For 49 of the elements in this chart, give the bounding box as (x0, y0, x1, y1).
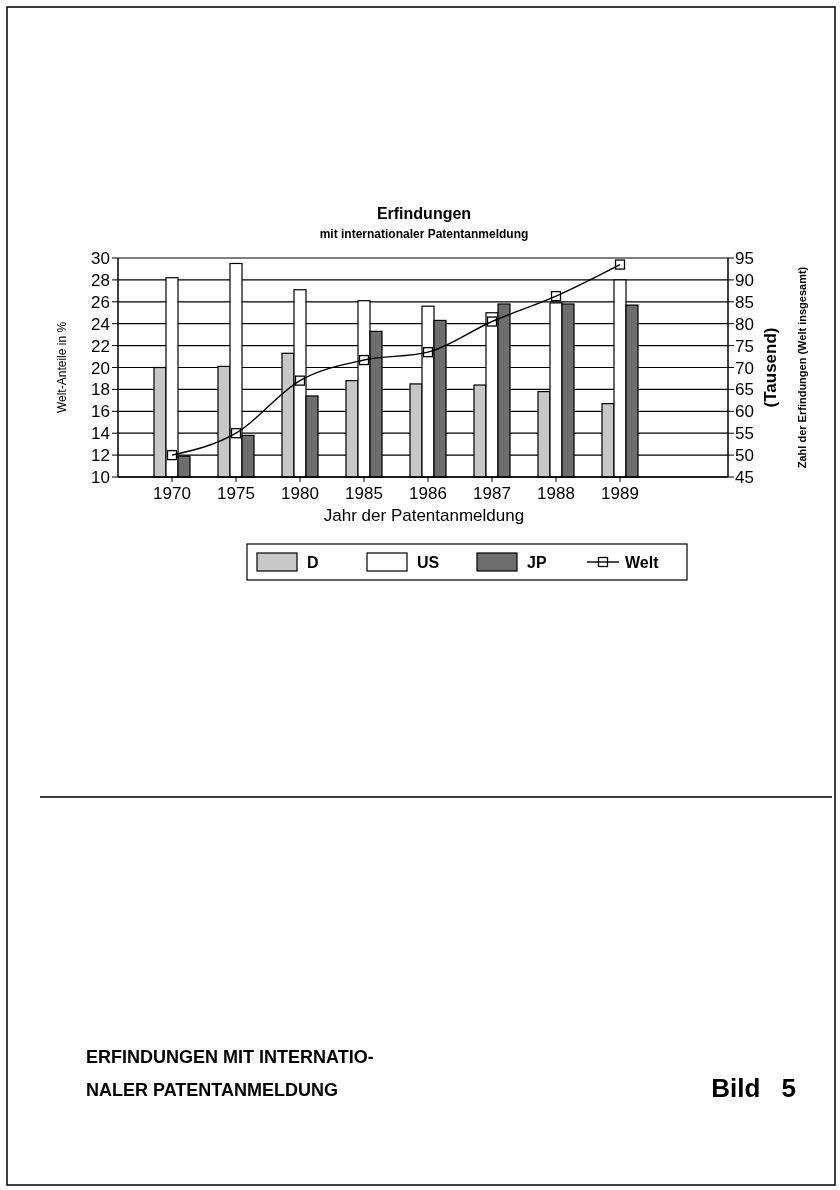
y-tick-label: 20 (91, 358, 110, 378)
chart-title: Erfindungen (376, 205, 472, 222)
y-tick-label: 16 (91, 402, 110, 422)
legend-label: D (307, 554, 319, 571)
legend-label: US (417, 554, 440, 571)
y2-tick-label: 55 (735, 424, 754, 444)
x-tick-label: 1980 (281, 484, 319, 503)
point (294, 375, 306, 386)
text: ERFINDUNGEN MIT INTERNATIO- NALER PATENTANMELDUNG (86, 1047, 374, 1100)
x-tick-label: 1970 (153, 484, 191, 503)
y-tick-label: 30 (91, 249, 110, 268)
point (230, 428, 242, 439)
x-tick-label: 1975 (217, 484, 255, 503)
y2-tick-label: 65 (735, 380, 754, 400)
y-tick-label: 28 (91, 270, 110, 290)
y-tick-label: 18 (91, 380, 110, 400)
point (486, 316, 498, 327)
point (550, 290, 562, 302)
y2-axis-title: (Tausend) Zahl der Erfindungen (Welt insgesamt) (761, 266, 808, 469)
y2-tick-label: 45 (735, 468, 754, 487)
legend-label: Welt (625, 554, 660, 571)
y2-tick-label: 85 (735, 292, 754, 312)
text: Bild 5 (711, 1073, 796, 1103)
point (166, 449, 178, 461)
y-axis-title: Welt-Anteile in % (55, 321, 69, 414)
y2-tick-label: 50 (735, 446, 754, 466)
x-tick-label: 1985 (345, 484, 383, 503)
x-tick-label: 1987 (473, 484, 511, 503)
x-tick-label: 1986 (409, 484, 447, 503)
chart-subtitle: mit internationaler Patentanmeldung (319, 227, 529, 241)
legend-label: JP (527, 554, 547, 571)
y2-tick-label: 95 (735, 249, 754, 268)
x-axis-title: Jahr der Patentanmeldung (323, 506, 525, 525)
y-tick-label: 24 (91, 314, 110, 334)
y-tick-label: 22 (91, 336, 110, 356)
x-tick-label: 1988 (537, 484, 575, 503)
y2-tick-label: 80 (735, 314, 754, 334)
y-tick-label: 14 (91, 424, 110, 444)
y2-tick-label: 70 (735, 358, 754, 378)
x-tick-label: 1989 (601, 484, 639, 503)
y-tick-label: 12 (91, 446, 110, 466)
point (358, 354, 370, 366)
y2-tick-label: 90 (735, 270, 754, 290)
y-tick-label: 10 (91, 468, 110, 487)
y2-tick-label: 60 (735, 402, 754, 422)
y2-tick-label: 75 (735, 336, 754, 356)
point (422, 347, 434, 358)
y-tick-label: 26 (91, 292, 110, 312)
point (614, 259, 626, 270)
